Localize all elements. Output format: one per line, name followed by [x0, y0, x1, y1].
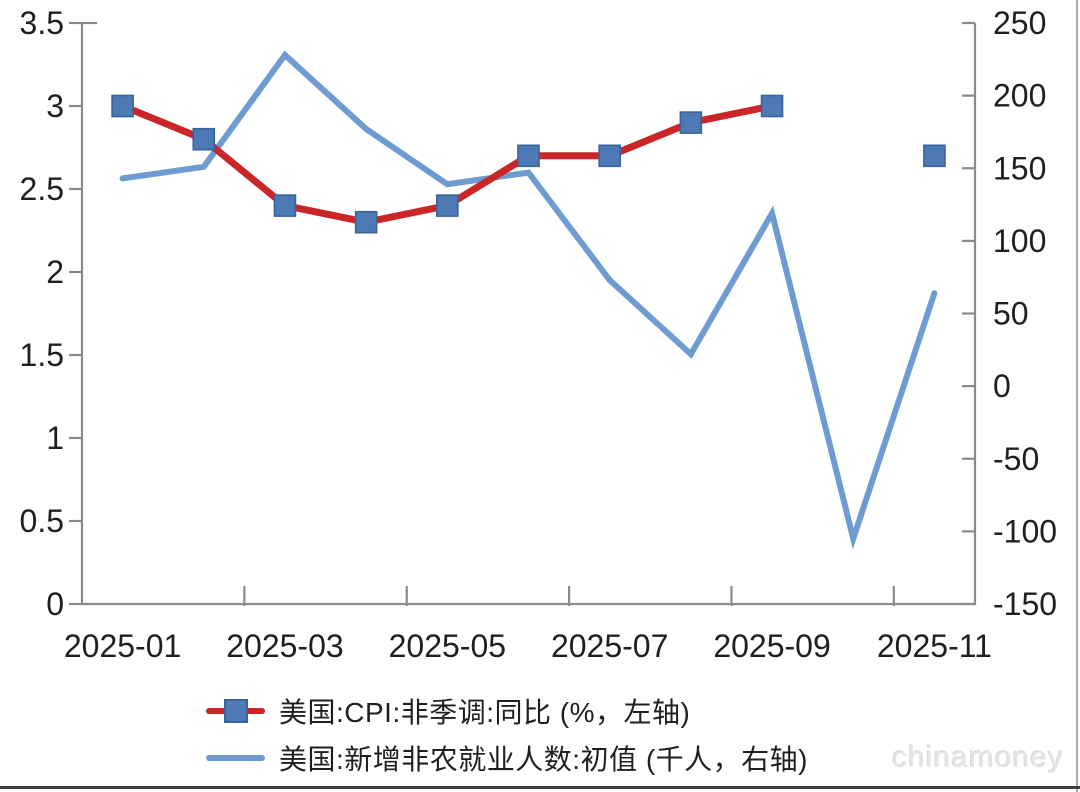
right-axis-tick-label: 150 [993, 150, 1046, 186]
chinamoney-watermark: chinamoney [892, 741, 1064, 774]
cpi-marker [923, 144, 946, 168]
image-bottom-border [0, 786, 1080, 789]
right-axis-tick-label: -100 [993, 513, 1057, 549]
right-axis-tick-label: 0 [993, 368, 1011, 404]
payrolls-legend-swatch [206, 745, 265, 771]
left-axis-tick-label: 2 [46, 254, 64, 290]
right-axis-tick-label: 50 [993, 296, 1029, 332]
payrolls-legend-line [206, 754, 265, 761]
legend-item-payrolls: 美国:新增非农就业人数:初值 (千人，右轴) [206, 734, 808, 781]
left-axis-tick-label: 0 [46, 586, 64, 622]
right-axis-tick-label: -150 [993, 586, 1057, 622]
left-axis-tick-label: 1 [46, 420, 64, 456]
x-axis-tick-label: 2025-09 [713, 628, 830, 664]
x-axis-tick-label: 2025-07 [551, 628, 668, 664]
cpi-marker [598, 144, 621, 168]
cpi-legend-square-marker [223, 698, 248, 723]
left-axis-tick-label: 1.5 [20, 337, 64, 373]
x-axis-tick-label: 2025-05 [389, 628, 506, 664]
image-right-border [1076, 0, 1078, 792]
right-axis-tick-label: 250 [993, 5, 1046, 41]
cpi-legend-label: 美国:CPI:非季调:同比 (%，左轴) [279, 696, 691, 728]
cpi-marker [273, 194, 297, 217]
right-axis-tick-label: 100 [993, 223, 1046, 259]
x-axis-tick-label: 2025-11 [877, 628, 992, 664]
dual-axis-line-chart: 3.5 3 2.5 2 1.5 1 0.5 0 250 200 150 100 50 0 -50 -100 -1… [20, 5, 1058, 664]
right-axis-tick-label: 200 [993, 78, 1046, 114]
left-axis-tick-label: 3.5 [20, 5, 64, 41]
cpi-marker [436, 194, 459, 217]
cpi-legend-swatch [206, 698, 265, 724]
chart-legend: 美国:CPI:非季调:同比 (%，左轴) 美国:新增非农就业人数:初值 (千人，… [206, 687, 808, 781]
x-axis-tick-label: 2025-01 [64, 628, 181, 664]
cpi-marker [517, 144, 540, 168]
cpi-marker [679, 111, 703, 134]
payrolls-legend-label: 美国:新增非农就业人数:初值 (千人，右轴) [279, 743, 808, 775]
x-axis-tick-label: 2025-03 [226, 628, 343, 664]
left-axis-tick-label: 3 [46, 88, 64, 124]
cpi-marker [111, 94, 134, 118]
payrolls-line [119, 50, 938, 550]
left-axis-tick-label: 2.5 [20, 171, 64, 207]
left-axis-tick-label: 0.5 [20, 503, 64, 539]
legend-item-cpi: 美国:CPI:非季调:同比 (%，左轴) [206, 687, 808, 734]
cpi-marker [760, 94, 784, 118]
cpi-marker [192, 127, 216, 151]
cpi-marker [354, 210, 378, 234]
right-axis-tick-label: -50 [993, 441, 1039, 477]
